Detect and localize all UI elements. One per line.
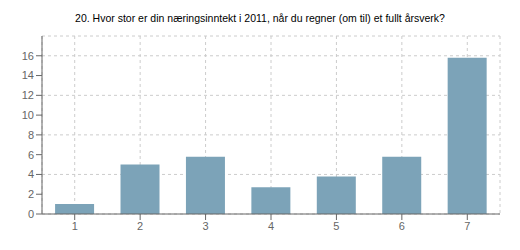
html-text:20. Hvor stor er din næringsin: 20. Hvor stor er din næringsinntekt i 20… xyxy=(75,12,445,24)
svg-text:6: 6 xyxy=(28,149,34,161)
svg-text:5: 5 xyxy=(333,220,339,232)
svg-text:12: 12 xyxy=(22,89,34,101)
svg-text:7: 7 xyxy=(464,220,470,232)
svg-text:1: 1 xyxy=(72,220,78,232)
svg-text:8: 8 xyxy=(28,129,34,141)
svg-text:4: 4 xyxy=(28,168,34,180)
svg-text:6: 6 xyxy=(399,220,405,232)
svg-text:2: 2 xyxy=(28,188,34,200)
svg-text:3: 3 xyxy=(203,220,209,232)
svg-text:16: 16 xyxy=(22,50,34,62)
svg-text:10: 10 xyxy=(22,109,34,121)
svg-text:2: 2 xyxy=(137,220,143,232)
svg-text:4: 4 xyxy=(268,220,274,232)
svg-text:14: 14 xyxy=(22,69,34,81)
svg-text:0: 0 xyxy=(28,208,34,220)
